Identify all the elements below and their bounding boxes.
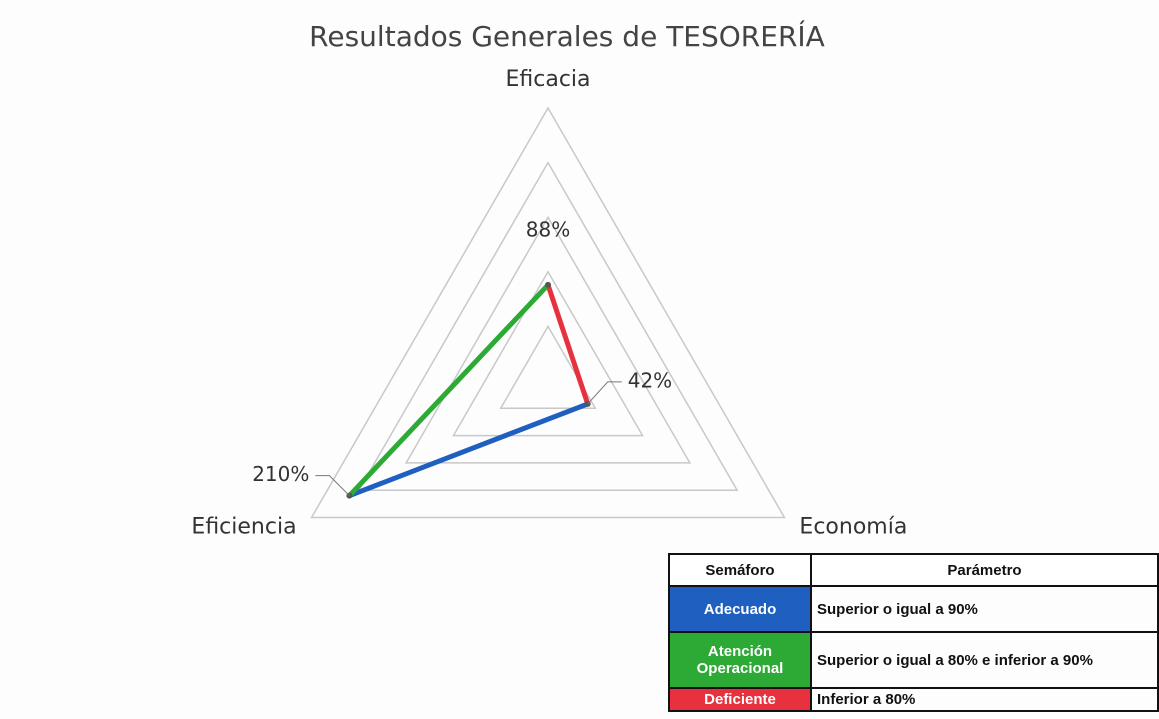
radar-segment [346,282,551,499]
status-cell: Adecuado [668,585,812,633]
data-label: 210% [252,462,309,486]
status-cell: Atención Operacional [668,631,812,689]
parameter-cell: Inferior a 80% [810,687,1159,712]
table-header: Parámetro [810,553,1159,587]
grid-ring [357,161,739,491]
grid-ring [310,106,786,519]
radar-segment [346,401,591,499]
grid-ring [499,324,597,410]
data-label: 42% [628,368,672,392]
radar-point [545,281,551,288]
grid-ring [452,270,644,437]
leader-line [587,381,622,405]
leader-line [315,475,350,497]
chart-title: Resultados Generales de TESORERÍA [309,19,825,53]
axis-label: Eficacia [505,67,590,92]
table-row: Deficiente Inferior a 80% [668,687,1159,712]
axis-label: Eficiencia [191,515,296,540]
table-header: Semáforo [668,553,812,587]
legend-table: Semáforo Parámetro Adecuado Superior o igu… [668,553,1159,712]
parameter-cell: Superior o igual a 90% [810,585,1159,633]
axis-label: Economía [799,515,907,540]
status-cell: Deficiente [668,687,812,712]
grid-ring [404,215,692,464]
parameter-cell: Superior o igual a 80% e inferior a 90% [810,631,1159,689]
radar-segment [545,282,591,407]
table-row: Adecuado Superior o igual a 90% [668,585,1159,633]
data-label: 88% [526,217,570,241]
table-row: Atención Operacional Superior o igual a 8… [668,631,1159,689]
